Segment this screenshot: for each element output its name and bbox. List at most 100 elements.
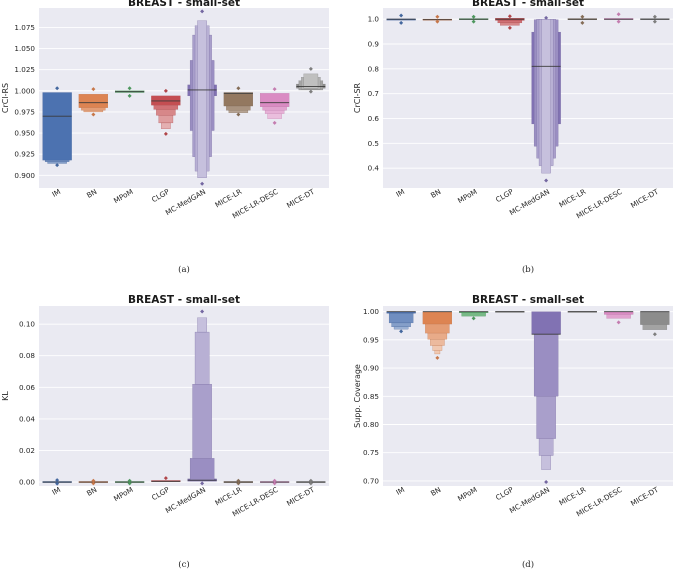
x-tick-label: MPoM [456, 485, 479, 503]
y-tick-label: 0.9 [368, 40, 380, 49]
boxen-level [461, 312, 486, 317]
series-clgp [495, 14, 525, 30]
outlier-point [55, 163, 60, 168]
x-tick-label: MPoM [456, 187, 479, 205]
x-tick-label: IM [394, 485, 406, 497]
series-mice-lr [567, 14, 597, 25]
x-tick-label: IM [394, 187, 406, 199]
x-tick-label: MICE-LR [557, 187, 587, 210]
boxen-level [197, 20, 207, 178]
outlier-point [55, 478, 60, 483]
boxen-level [531, 311, 561, 335]
outlier-point [127, 481, 132, 486]
y-tick-label: 0.950 [14, 129, 35, 138]
chart-title: BREAST - small-set [128, 0, 240, 9]
panel-caption: (a) [178, 264, 190, 275]
series-im [42, 86, 72, 168]
boxen-level [44, 159, 70, 162]
chart-panel-d: 0.70 0.75 0.80 0.85 0.90 0.95 1.00 BREAST - sma… [353, 294, 673, 570]
boxen-level [388, 313, 414, 324]
x-tick-label: CLGP [150, 187, 171, 205]
series-mpom [459, 14, 489, 24]
boxen-level [228, 110, 249, 113]
series-im [386, 13, 416, 25]
series-mice-lr-desc [260, 87, 290, 125]
boxen-level [427, 332, 448, 340]
y-tick-label: 0.06 [19, 383, 35, 392]
y-tick-label: 0.85 [363, 392, 379, 401]
series-im [386, 311, 416, 334]
y-tick-label: 0.6 [368, 114, 380, 123]
series-mice-lr [567, 311, 597, 313]
x-tick-label: BN [429, 187, 442, 200]
x-tick-label: IM [50, 485, 62, 497]
chart-title: BREAST - small-set [472, 294, 584, 306]
boxen-level [223, 92, 253, 107]
series-mice-lr-desc [604, 12, 634, 24]
outlier-point [200, 9, 205, 14]
outlier-point [91, 478, 96, 483]
outlier-point [163, 88, 168, 93]
boxen-level [606, 314, 631, 319]
outlier-point [616, 320, 621, 325]
boxen-level [393, 326, 409, 330]
y-tick-label: 1.00 [363, 307, 379, 316]
boxen-level [541, 455, 551, 470]
x-tick-label: MPoM [112, 187, 135, 205]
y-tick-label: 0.8 [368, 64, 380, 73]
x-tick-label: MICE-LR [557, 485, 587, 508]
y-tick-label: 0.925 [14, 150, 35, 159]
y-tick-label: 0.80 [363, 420, 379, 429]
y-tick-label: 1.0 [368, 15, 380, 24]
series-bn [78, 87, 108, 117]
series-bn [422, 14, 452, 24]
y-tick-label: 0.08 [19, 351, 35, 360]
x-tick-label: BN [85, 485, 98, 498]
boxen-level [226, 105, 251, 111]
x-tick-label: MICE-DT [629, 485, 660, 508]
y-tick-label: 0.75 [363, 448, 379, 457]
outlier-point [236, 478, 241, 483]
boxen-level [189, 458, 215, 481]
boxen-level [260, 93, 290, 107]
x-tick-label: MICE-DT [285, 187, 316, 210]
boxen-level [262, 106, 287, 111]
outlier-point [616, 19, 621, 24]
boxen-level [430, 339, 445, 346]
x-tick-label: MICE-LR [213, 187, 243, 210]
outlier-point [200, 481, 205, 486]
outlier-point [236, 112, 241, 117]
boxen-level [83, 110, 104, 113]
x-tick-label: MICE-DT [285, 485, 316, 508]
boxen-level [425, 323, 450, 334]
outlier-point [91, 481, 96, 486]
boxen-level [153, 105, 179, 110]
series-bn [422, 311, 452, 360]
y-tick-label: 0.7 [368, 89, 379, 98]
boxen-level [536, 396, 556, 439]
y-axis-label: CrCl-RS [1, 83, 10, 113]
panel-caption: (b) [522, 264, 534, 275]
boxen-level [434, 350, 441, 355]
outlier-point [272, 478, 277, 483]
outlier-point [435, 19, 440, 24]
series-clgp [495, 311, 525, 313]
outlier-point [652, 19, 657, 24]
series-mc-medgan [531, 311, 561, 485]
series-mice-dt [640, 311, 670, 337]
boxen-level [497, 20, 523, 24]
series-mice-lr-desc [260, 478, 290, 486]
outlier-point [544, 178, 549, 183]
boxen-level [194, 331, 210, 385]
chart-title: BREAST - small-set [128, 294, 240, 306]
y-tick-label: 1.075 [14, 23, 35, 32]
boxen-level [640, 311, 670, 325]
y-tick-label: 0.00 [19, 478, 35, 487]
outlier-point [308, 66, 313, 71]
y-tick-label: 0.90 [363, 364, 379, 373]
x-tick-label: MC-MedGAN [164, 187, 207, 217]
series-mc-medgan [187, 309, 217, 486]
outlier-point [471, 14, 476, 19]
x-tick-label: MC-MedGAN [164, 485, 207, 515]
x-tick-label: CLGP [494, 485, 515, 503]
